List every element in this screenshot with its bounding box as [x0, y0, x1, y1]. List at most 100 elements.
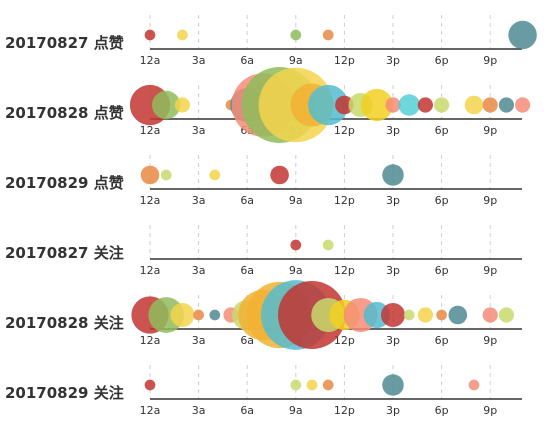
data-bubble: [398, 94, 420, 116]
data-bubble: [160, 169, 172, 181]
data-bubble: [144, 379, 156, 391]
tick-label: 9a: [289, 264, 303, 277]
row-label: 20170827 点赞: [5, 34, 124, 52]
data-bubble: [468, 379, 480, 391]
tick-label: 9a: [289, 404, 303, 417]
data-bubble: [434, 97, 450, 113]
tick-label: 3p: [386, 264, 400, 277]
data-bubble: [322, 379, 334, 391]
tick-label: 12p: [334, 194, 355, 207]
tick-label: 6p: [435, 404, 449, 417]
data-bubble: [151, 90, 181, 120]
data-bubble: [193, 309, 204, 321]
data-bubble: [144, 29, 156, 41]
tick-label: 9p: [483, 264, 497, 277]
tick-label: 9p: [483, 334, 497, 347]
data-bubble: [177, 29, 188, 41]
data-bubble: [322, 239, 334, 251]
tick-label: 6a: [240, 404, 254, 417]
data-bubble: [360, 88, 393, 122]
row-label: 20170829 关注: [5, 384, 124, 402]
chart-row: 20170827 关注 12a 3a 6a 9a 12p 3p 6p 9p: [5, 225, 522, 277]
chart-row: 20170829 点赞 12a 3a 6a 9a 12p 3p 6p 9p: [5, 155, 522, 207]
tick-label: 9a: [289, 54, 303, 67]
data-bubble: [508, 20, 537, 50]
tick-label: 12a: [140, 334, 161, 347]
tick-label: 3a: [192, 124, 206, 137]
tick-label: 12p: [334, 404, 355, 417]
data-bubble: [270, 165, 289, 185]
data-bubble: [140, 165, 160, 185]
data-bubble: [515, 97, 531, 113]
data-bubble: [170, 302, 195, 328]
data-bubble: [382, 374, 404, 396]
tick-label: 3a: [192, 334, 206, 347]
data-bubble: [448, 305, 468, 325]
tick-label: 6p: [435, 334, 449, 347]
tick-label: 3p: [386, 124, 400, 137]
tick-label: 12a: [140, 264, 161, 277]
tick-label: 6a: [240, 334, 254, 347]
tick-label: 3a: [192, 264, 206, 277]
data-bubble: [308, 84, 349, 126]
data-bubble: [290, 239, 302, 251]
data-bubble: [174, 97, 190, 113]
data-bubble: [380, 302, 406, 328]
data-bubble: [464, 95, 484, 115]
data-bubble: [335, 95, 354, 115]
tick-label: 3p: [386, 194, 400, 207]
tick-label: 3p: [386, 54, 400, 67]
tick-label: 3p: [386, 404, 400, 417]
tick-label: 12a: [140, 404, 161, 417]
tick-label: 3p: [386, 334, 400, 347]
tick-label: 9p: [483, 404, 497, 417]
tick-label: 9p: [483, 54, 497, 67]
tick-label: 6p: [435, 124, 449, 137]
data-bubble: [498, 97, 514, 113]
data-bubble: [482, 97, 498, 113]
tick-label: 6a: [240, 264, 254, 277]
tick-label: 12p: [334, 334, 355, 347]
tick-label: 12p: [334, 264, 355, 277]
tick-label: 12a: [140, 124, 161, 137]
tick-label: 6p: [435, 264, 449, 277]
data-bubble: [436, 309, 447, 321]
data-bubble: [209, 309, 221, 321]
tick-label: 6a: [240, 54, 254, 67]
data-bubble: [209, 169, 221, 181]
tick-label: 6p: [435, 194, 449, 207]
tick-label: 12a: [140, 54, 161, 67]
tick-label: 9p: [483, 194, 497, 207]
data-bubble: [290, 379, 302, 391]
data-bubble: [290, 29, 302, 41]
tick-label: 9p: [483, 124, 497, 137]
tick-label: 3a: [192, 404, 206, 417]
data-bubble: [322, 29, 334, 41]
tick-label: 6p: [435, 54, 449, 67]
tick-label: 12p: [334, 54, 355, 67]
data-bubble: [498, 307, 514, 323]
data-bubble: [403, 309, 415, 321]
chart-row: 20170829 关注 12a 3a 6a 9a 12p 3p 6p 9p: [5, 365, 522, 417]
row-label: 20170828 点赞: [5, 104, 124, 122]
data-bubble: [385, 97, 401, 113]
tick-label: 12a: [140, 194, 161, 207]
row-label: 20170829 点赞: [5, 174, 124, 192]
data-bubble: [417, 307, 433, 323]
tick-label: 9a: [289, 194, 303, 207]
data-bubble: [382, 164, 404, 186]
row-label: 20170828 关注: [5, 314, 124, 332]
tick-label: 3a: [192, 54, 206, 67]
data-bubble: [306, 379, 318, 391]
data-bubble: [482, 307, 498, 323]
row-label: 20170827 关注: [5, 244, 124, 262]
tick-label: 6a: [240, 194, 254, 207]
tick-label: 3a: [192, 194, 206, 207]
data-bubble: [417, 97, 433, 113]
chart-row: 20170827 点赞 12a 3a 6a 9a 12p 3p 6p 9p: [5, 15, 537, 67]
tick-label: 12p: [334, 124, 355, 137]
